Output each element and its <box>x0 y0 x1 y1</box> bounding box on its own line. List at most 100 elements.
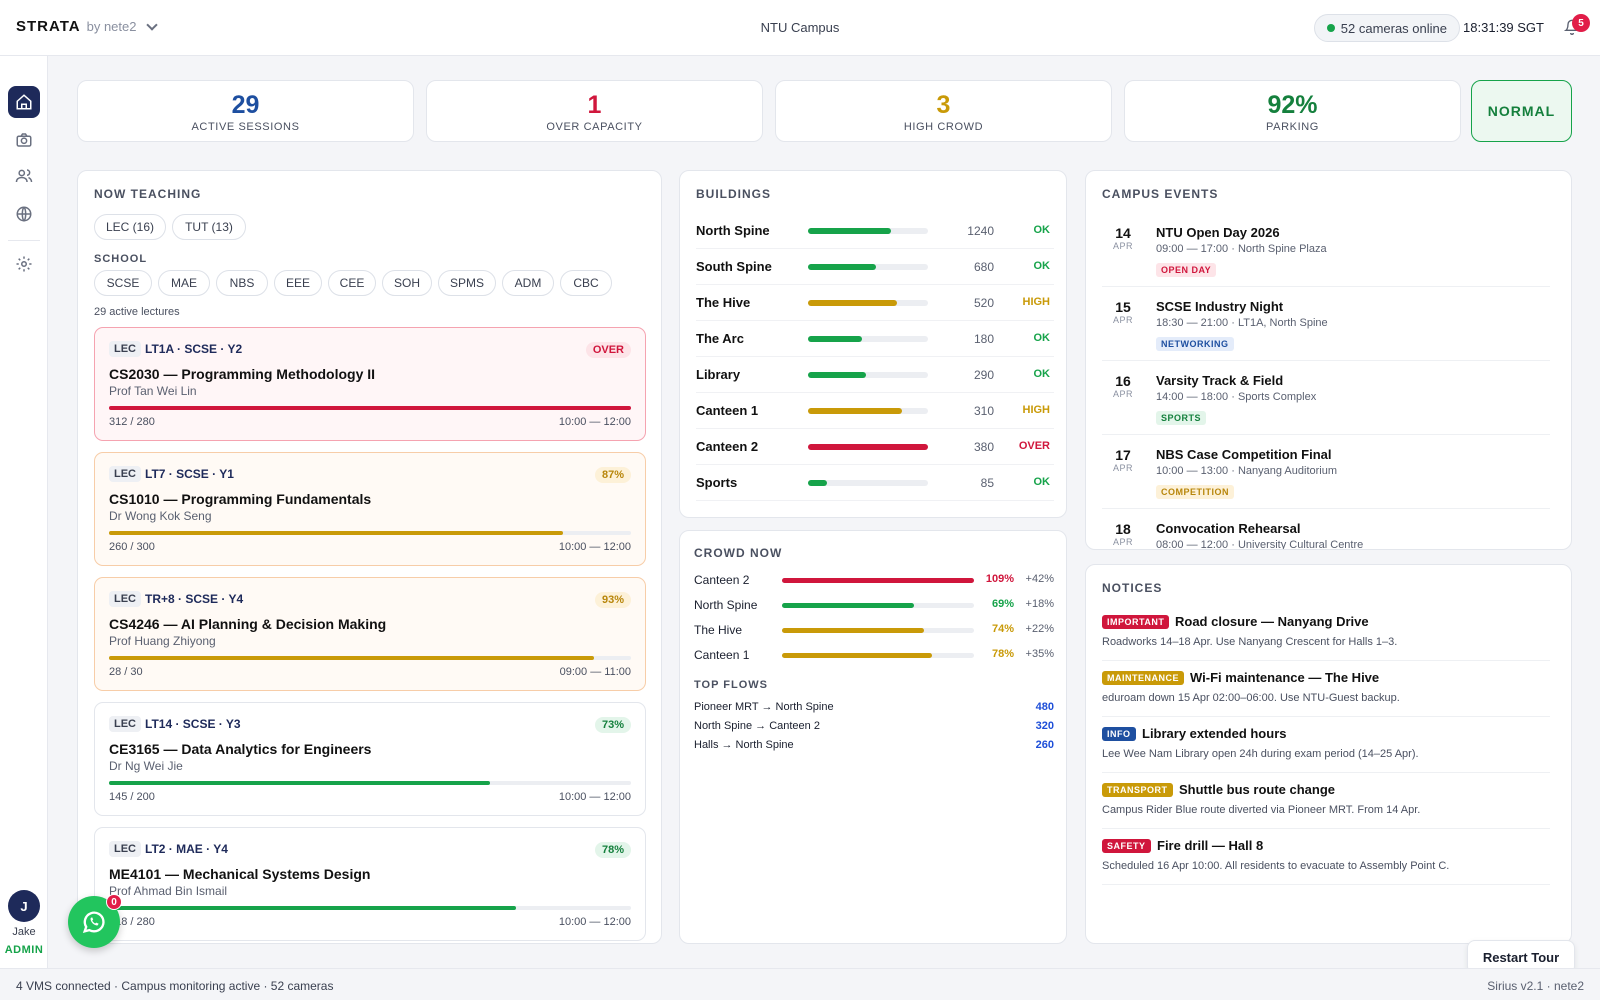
notice-title: Shuttle bus route change <box>1179 782 1336 797</box>
crowd-delta: +22% <box>1025 623 1054 635</box>
school-chip-spms[interactable]: SPMS <box>438 270 496 296</box>
lecture-time: 09:00 — 11:00 <box>559 666 631 678</box>
footer-version: Sirius v2.1 · nete2 <box>1487 979 1584 993</box>
lecture-card[interactable]: LEC LT1A · SCSE · Y2 OVER CS2030 — Progr… <box>94 327 646 441</box>
school-chip-cbc[interactable]: CBC <box>560 270 612 296</box>
filter-tut[interactable]: TUT (13) <box>172 214 246 240</box>
event-month: APR <box>1112 241 1133 251</box>
crowd-percent: 109% <box>985 573 1014 585</box>
building-row[interactable]: Sports 85 OK <box>696 465 1054 501</box>
event-item[interactable]: 16 APR Varsity Track & Field 14:00 — 18:00 … <box>1102 361 1550 435</box>
notice-item[interactable]: IMPORTANT Road closure — Nanyang Drive Roa… <box>1102 605 1550 661</box>
capacity-bar <box>109 656 631 660</box>
building-row[interactable]: Canteen 1 310 HIGH <box>696 393 1054 429</box>
school-chip-soh[interactable]: SOH <box>382 270 432 296</box>
lecture-title: CS4246 — AI Planning & Decision Making <box>109 616 387 632</box>
panel-title: CAMPUS EVENTS <box>1102 187 1219 201</box>
crowd-row[interactable]: The Hive 74% +22% <box>694 619 1054 643</box>
notice-item[interactable]: MAINTENANCE Wi-Fi maintenance — The Hive e… <box>1102 661 1550 717</box>
nav-settings[interactable] <box>8 248 40 280</box>
globe-icon <box>16 206 32 222</box>
lecture-type-tag: LEC <box>109 591 141 607</box>
capacity-bar <box>109 531 631 535</box>
nav-home[interactable] <box>8 86 40 118</box>
crowd-bar <box>782 578 974 583</box>
building-row[interactable]: North Spine 1240 OK <box>696 213 1054 249</box>
building-row[interactable]: The Hive 520 HIGH <box>696 285 1054 321</box>
gear-icon <box>16 256 32 272</box>
kpi-value: 1 <box>587 91 602 119</box>
flow-row[interactable]: Pioneer MRT → North Spine 480 <box>694 699 1054 718</box>
building-row[interactable]: Library 290 OK <box>696 357 1054 393</box>
now-teaching-panel: NOW TEACHING LEC (16) TUT (13) SCHOOL SC… <box>77 170 662 944</box>
lecture-type-tag: LEC <box>109 716 141 732</box>
event-month: APR <box>1112 537 1133 547</box>
event-day: 15 <box>1115 299 1131 315</box>
kpi-over-capacity[interactable]: 1 OVER CAPACITY <box>426 80 763 142</box>
school-label: SCHOOL <box>94 253 148 265</box>
building-count: 520 <box>973 296 994 310</box>
brand-switcher[interactable]: STRATA by nete2 <box>16 18 159 35</box>
capacity-bar <box>109 406 631 410</box>
nav-people[interactable] <box>8 160 40 192</box>
event-title: Varsity Track & Field <box>1156 373 1284 388</box>
event-item[interactable]: 14 APR NTU Open Day 2026 09:00 — 17:00 · No… <box>1102 213 1550 287</box>
crowd-delta: +35% <box>1025 648 1054 660</box>
lecture-time: 10:00 — 12:00 <box>558 416 631 428</box>
occupancy-bar <box>808 336 928 342</box>
notice-details: eduroam down 15 Apr 02:00–06:00. Use NTU… <box>1102 692 1400 704</box>
crowd-row[interactable]: North Spine 69% +18% <box>694 594 1054 618</box>
school-chip-eee[interactable]: EEE <box>274 270 322 296</box>
panel-title: NOTICES <box>1102 581 1163 595</box>
lecture-card[interactable]: LEC TR+8 · SCSE · Y4 93% CS4246 — AI Pla… <box>94 577 646 691</box>
filter-lec[interactable]: LEC (16) <box>94 214 166 240</box>
building-row[interactable]: The Arc 180 OK <box>696 321 1054 357</box>
cameras-status-pill[interactable]: 52 cameras online <box>1313 14 1460 42</box>
school-chip-mae[interactable]: MAE <box>158 270 210 296</box>
school-chip-adm[interactable]: ADM <box>502 270 554 296</box>
building-row[interactable]: South Spine 680 OK <box>696 249 1054 285</box>
flow-row[interactable]: North Spine → Canteen 2 320 <box>694 718 1054 737</box>
clock: 18:31:39 SGT <box>1463 20 1544 35</box>
crowd-bar <box>782 603 974 608</box>
kpi-label: HIGH CROWD <box>903 121 984 133</box>
nav-cameras[interactable] <box>8 124 40 156</box>
school-chip-cee[interactable]: CEE <box>328 270 376 296</box>
lecture-card[interactable]: LEC LT14 · SCSE · Y3 73% CE3165 — Data A… <box>94 702 646 816</box>
kpi-parking[interactable]: 92% PARKING <box>1124 80 1461 142</box>
building-row[interactable]: Canteen 2 380 OVER <box>696 429 1054 465</box>
kpi-active-sessions[interactable]: 29 ACTIVE SESSIONS <box>77 80 414 142</box>
event-item[interactable]: 17 APR NBS Case Competition Final 10:00 — 1… <box>1102 435 1550 509</box>
lecture-meta: LT14 · SCSE · Y3 <box>145 717 241 731</box>
event-item[interactable]: 15 APR SCSE Industry Night 18:30 — 21:00 · … <box>1102 287 1550 361</box>
lecture-capacity-badge: 93% <box>594 592 631 608</box>
kpi-value: 92% <box>1267 91 1318 119</box>
notice-badge: INFO <box>1102 727 1136 741</box>
crowd-row[interactable]: Canteen 2 109% +42% <box>694 569 1054 593</box>
kpi-high-crowd[interactable]: 3 HIGH CROWD <box>775 80 1112 142</box>
school-chip-nbs[interactable]: NBS <box>216 270 268 296</box>
camera-icon <box>16 133 32 147</box>
crowd-location: Canteen 2 <box>694 573 750 587</box>
flow-row[interactable]: Halls → North Spine 260 <box>694 737 1054 756</box>
school-chip-scse[interactable]: SCSE <box>94 270 152 296</box>
notice-item[interactable]: SAFETY Fire drill — Hall 8 Scheduled 16 Ap… <box>1102 829 1550 885</box>
lecture-card[interactable]: LEC LT2 · MAE · Y4 78% ME4101 — Mechanic… <box>94 827 646 941</box>
capacity-bar <box>109 781 631 785</box>
avatar[interactable]: J <box>8 890 40 922</box>
building-count: 310 <box>973 404 994 418</box>
nav-map[interactable] <box>8 198 40 230</box>
event-item[interactable]: 18 APR Convocation Rehearsal 08:00 — 12:00 … <box>1102 509 1550 549</box>
building-status: OK <box>1033 260 1051 272</box>
crowd-row[interactable]: Canteen 1 78% +35% <box>694 644 1054 668</box>
event-day: 18 <box>1115 521 1131 537</box>
notice-item[interactable]: INFO Library extended hours Lee Wee Nam Li… <box>1102 717 1550 773</box>
lecture-card[interactable]: LEC LT7 · SCSE · Y1 87% CS1010 — Program… <box>94 452 646 566</box>
building-count: 290 <box>973 368 994 382</box>
notice-item[interactable]: TRANSPORT Shuttle bus route change Campus … <box>1102 773 1550 829</box>
building-count: 380 <box>973 440 994 454</box>
building-status: OK <box>1033 476 1051 488</box>
campus-events-panel: CAMPUS EVENTS 14 APR NTU Open Day 2026 09:0… <box>1085 170 1572 550</box>
top-bar: STRATA by nete2 NTU Campus 52 cameras on… <box>0 0 1600 56</box>
crowd-bar <box>782 653 974 658</box>
